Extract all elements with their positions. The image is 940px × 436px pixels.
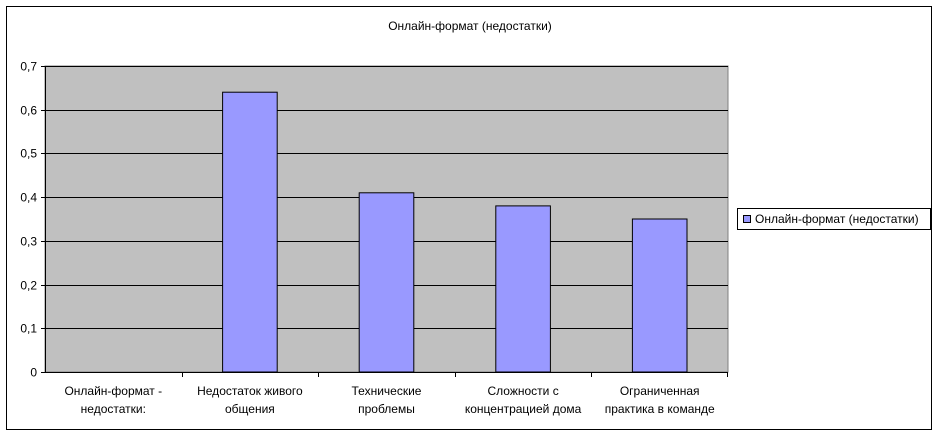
y-axis-ticks: 0 0,1 0,2 0,3 0,4 0,5 0,6 0,7 xyxy=(20,60,45,380)
bar xyxy=(495,205,551,373)
y-tick-label: 0,6 xyxy=(20,104,37,118)
y-tick-label: 0,2 xyxy=(20,279,37,293)
legend-label: Онлайн-формат (недостатки) xyxy=(755,212,919,226)
axes xyxy=(45,66,728,377)
legend-swatch xyxy=(743,215,751,223)
y-tick-label: 0,4 xyxy=(20,191,37,205)
x-tick-label: Технические проблемы xyxy=(352,384,422,416)
y-tick-label: 0,5 xyxy=(20,147,37,161)
bar xyxy=(222,91,278,373)
bar xyxy=(631,218,688,373)
x-tick-label: Сложности с концентрацией дома xyxy=(465,384,582,416)
y-tick-label: 0,7 xyxy=(20,60,37,74)
bar xyxy=(358,192,415,373)
chart-title: Онлайн-формат (недостатки) xyxy=(388,19,552,33)
x-tick-label: Онлайн-формат -недостатки: xyxy=(64,384,162,416)
x-tick-label: Ограниченная практика в команде xyxy=(605,384,715,416)
legend: Онлайн-формат (недостатки) xyxy=(737,208,931,230)
y-tick-label: 0 xyxy=(30,366,37,380)
legend-box xyxy=(737,208,931,230)
x-tick-label: Недостаток живого общения xyxy=(197,384,303,416)
y-tick-label: 0,1 xyxy=(20,322,37,336)
bars xyxy=(222,91,688,373)
y-tick-label: 0,3 xyxy=(20,235,37,249)
x-axis-labels: Онлайн-формат -недостатки: Недостаток жив… xyxy=(64,372,715,416)
